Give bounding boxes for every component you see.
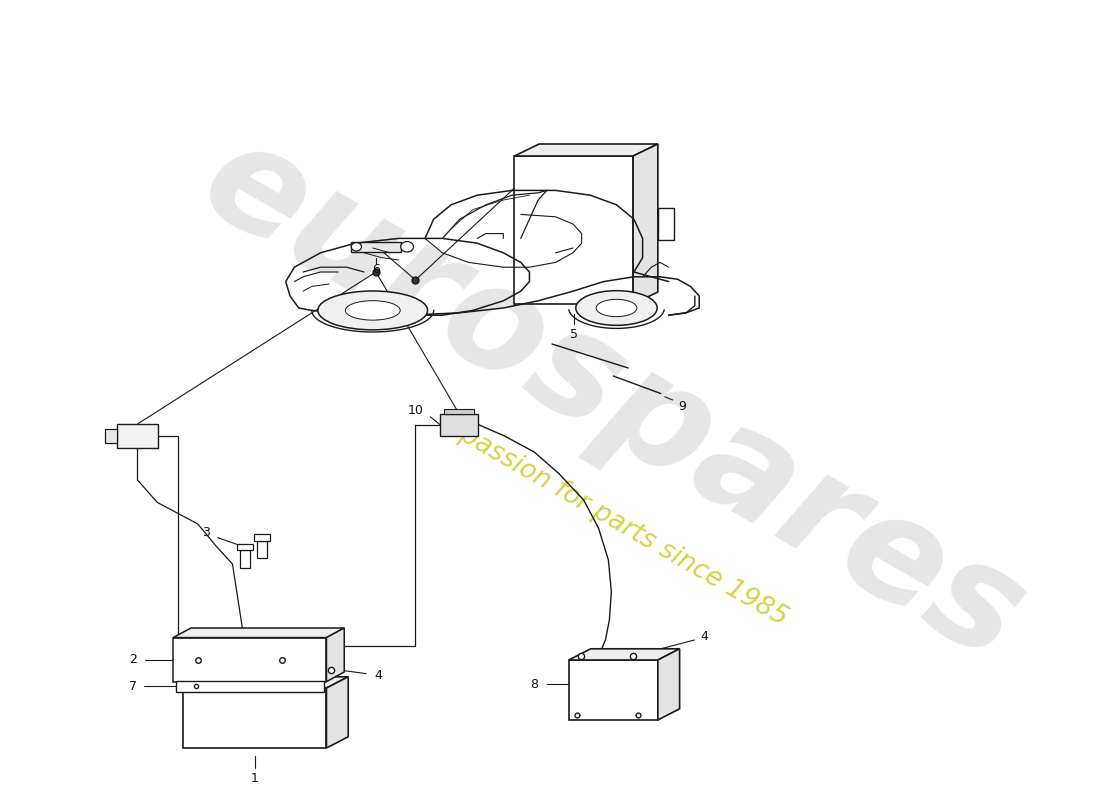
Ellipse shape [575,290,657,326]
Polygon shape [658,649,680,720]
Text: a passion for parts since 1985: a passion for parts since 1985 [434,409,792,631]
Text: 5: 5 [570,328,578,341]
Text: 4: 4 [701,630,708,642]
Polygon shape [173,638,327,682]
Text: 4: 4 [374,669,382,682]
Text: 9: 9 [679,400,686,413]
Text: 10: 10 [407,404,424,417]
Ellipse shape [318,291,428,330]
Polygon shape [257,541,267,558]
Polygon shape [327,677,349,748]
Polygon shape [440,414,477,436]
Polygon shape [658,208,673,240]
Polygon shape [183,677,349,688]
Polygon shape [444,409,474,414]
Polygon shape [351,242,400,252]
Text: eurospares: eurospares [178,108,1048,692]
Text: 2: 2 [130,653,138,666]
Polygon shape [569,649,680,660]
Text: 8: 8 [530,678,538,690]
Polygon shape [117,424,158,448]
Polygon shape [515,156,634,304]
Polygon shape [183,688,327,748]
Polygon shape [515,144,658,156]
Text: 1: 1 [251,772,258,785]
Text: 7: 7 [129,680,136,693]
Polygon shape [104,429,117,443]
Text: 6: 6 [372,263,379,276]
Polygon shape [241,550,251,568]
Text: 3: 3 [201,526,210,539]
Circle shape [400,242,414,252]
Polygon shape [238,544,253,550]
Polygon shape [176,681,324,692]
Polygon shape [327,628,344,682]
Polygon shape [569,660,658,720]
Ellipse shape [345,301,400,320]
Polygon shape [173,628,344,638]
Ellipse shape [596,299,637,317]
Circle shape [351,242,362,251]
Polygon shape [634,144,658,304]
Polygon shape [254,534,271,541]
